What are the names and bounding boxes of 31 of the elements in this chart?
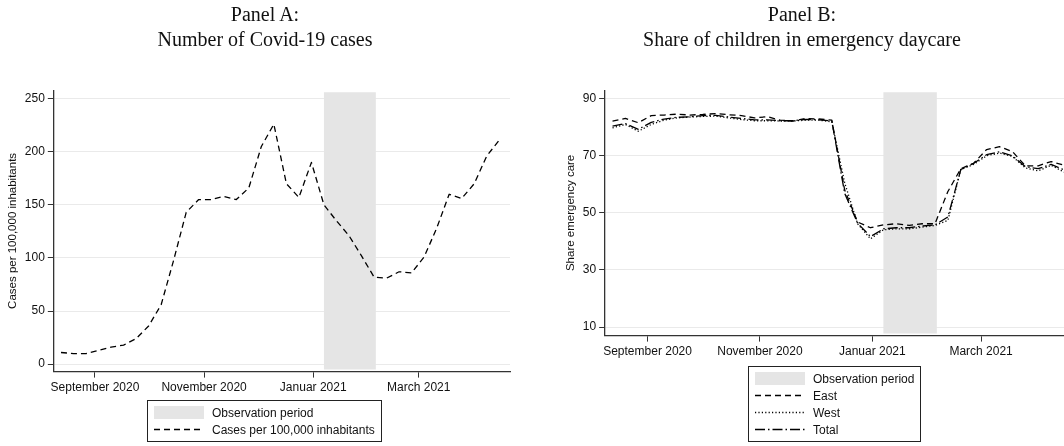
- y-axis-title: Cases per 100,000 inhabitants: [6, 152, 19, 309]
- x-tick-label: September 2020: [50, 380, 140, 395]
- legend-label: Observation period: [813, 371, 915, 386]
- chart-title: Panel B:: [766, 2, 838, 27]
- y-tick-label: 30: [582, 262, 597, 277]
- x-tick-label: November 2020: [161, 380, 248, 395]
- y-tick-label: 50: [31, 303, 46, 318]
- y-tick-label: 200: [24, 144, 46, 159]
- y-tick-label: 90: [582, 91, 597, 106]
- chart-title: Panel A:: [229, 2, 301, 27]
- y-tick-label: 250: [24, 91, 46, 106]
- legend-label: West: [813, 405, 841, 420]
- chart-subtitle: Number of Covid-19 cases: [156, 27, 374, 52]
- x-tick-label: Januar 2021: [279, 380, 347, 395]
- y-tick-label: 70: [582, 148, 597, 163]
- y-tick-label: 100: [24, 250, 46, 265]
- x-tick-label: November 2020: [717, 344, 803, 359]
- legend-label: Observation period: [212, 405, 314, 420]
- legend-label: Cases per 100,000 inhabitants: [212, 422, 375, 437]
- legend-label: East: [813, 388, 838, 403]
- y-axis-title: Share emergency care: [564, 154, 577, 272]
- x-tick-label: March 2021: [387, 380, 451, 395]
- x-tick-label: September 2020: [603, 344, 693, 359]
- chart-subtitle: Share of children in emergency daycare: [642, 27, 962, 52]
- x-tick-label: Januar 2021: [838, 344, 907, 359]
- legend-label: Total: [813, 422, 839, 437]
- y-tick-label: 150: [24, 197, 46, 212]
- y-tick-label: 0: [38, 356, 46, 371]
- x-tick-label: March 2021: [949, 344, 1014, 359]
- y-tick-label: 10: [582, 319, 597, 334]
- y-tick-label: 50: [582, 205, 597, 220]
